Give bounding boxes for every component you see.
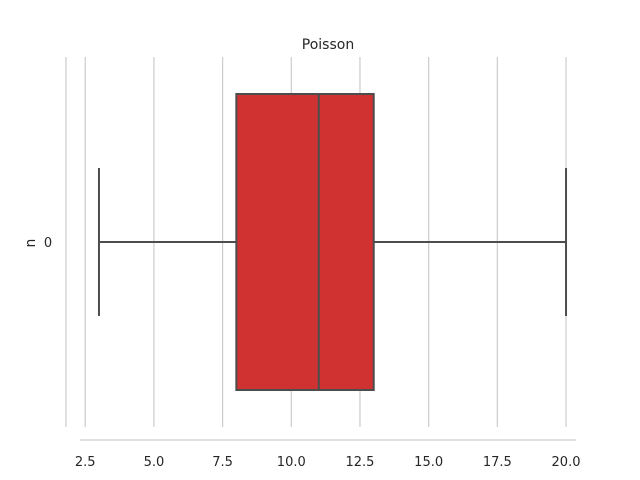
x-tick-label: 10.0 [277, 455, 306, 470]
chart-title: Poisson [302, 37, 354, 53]
y-tick-label: 0 [44, 236, 52, 251]
x-tick-label: 15.0 [414, 455, 443, 470]
iqr-box [235, 93, 375, 391]
x-tick-label: 12.5 [345, 455, 374, 470]
x-tick-label: 17.5 [483, 455, 512, 470]
x-tick-labels: 2.5 5.0 7.5 10.0 12.5 15.0 17.5 20.0 [75, 455, 581, 470]
x-tick-label: 7.5 [212, 455, 233, 470]
y-tick-labels: 0 [44, 236, 52, 251]
y-axis-label: n [23, 239, 39, 248]
boxes [97, 93, 568, 391]
x-tick-label: 2.5 [75, 455, 96, 470]
x-tick-label: 5.0 [144, 455, 165, 470]
x-tick-label: 20.0 [552, 455, 581, 470]
